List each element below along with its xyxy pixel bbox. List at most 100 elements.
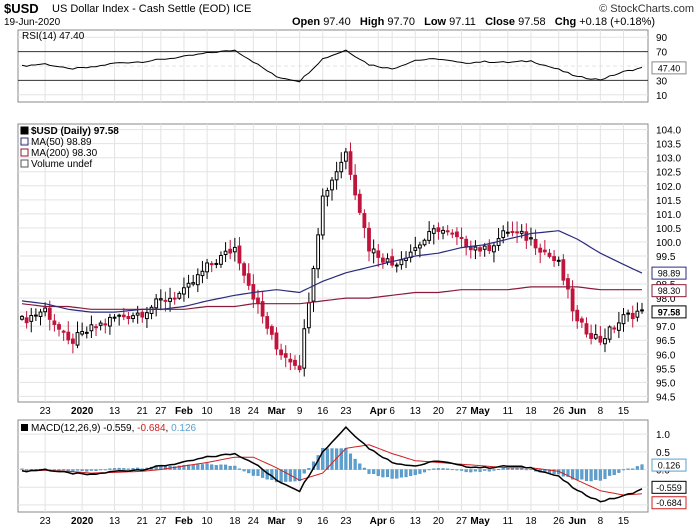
macd-histogram-tag: 0.126 xyxy=(658,461,681,471)
candle-down xyxy=(279,349,284,356)
macd-histogram-bar xyxy=(612,469,616,475)
macd-histogram-bar xyxy=(524,469,528,471)
macd-legend-label: MACD(12,26,9) -0.559, -0.684, 0.126 xyxy=(31,423,197,434)
candle-down xyxy=(436,227,441,232)
x-tick-label: 13 xyxy=(109,406,121,417)
rsi-tick-label: 30 xyxy=(656,76,668,87)
candle-up xyxy=(501,230,506,238)
ma50-line xyxy=(21,230,643,313)
close-label: Close xyxy=(485,16,516,28)
x-tick-label: 9 xyxy=(297,516,303,527)
chart-date: 19-Jun-2020 xyxy=(4,17,61,28)
x-tick-label: 6 xyxy=(389,516,395,527)
x-tick-label: 24 xyxy=(248,516,260,527)
x-tick-label: 6 xyxy=(389,406,395,417)
x-tick-label: Jun xyxy=(568,516,586,527)
candle-up xyxy=(117,314,122,317)
macd-histogram-bar xyxy=(608,469,612,476)
macd-histogram-bar xyxy=(418,469,422,474)
candle-up xyxy=(482,245,487,250)
x-tick-label: Jun xyxy=(568,406,586,417)
x-tick-label: 21 xyxy=(137,406,149,417)
rsi-tick-label: 70 xyxy=(656,48,668,59)
candle-down xyxy=(353,174,358,196)
brand-watermark[interactable]: © StockCharts.com xyxy=(599,3,694,15)
rsi-tick-label: 10 xyxy=(656,91,668,102)
candle-down xyxy=(357,193,362,213)
price-tick-label: 102.5 xyxy=(656,168,681,179)
macd-histogram-bar xyxy=(436,468,440,470)
candle-up xyxy=(330,179,334,191)
close-value: 97.58 xyxy=(518,16,546,28)
macd-histogram-bar xyxy=(20,468,24,470)
macd-legend-part: MACD(12,26,9) xyxy=(31,423,103,434)
candle-down xyxy=(103,323,108,326)
candle-up xyxy=(195,274,200,286)
candle-up xyxy=(325,190,330,197)
candle-down xyxy=(510,231,515,234)
macd-histogram-bar xyxy=(256,469,260,476)
candle-up xyxy=(214,262,219,265)
candle-up xyxy=(177,292,182,299)
price-legend-volume: Volume undef xyxy=(31,159,92,170)
macd-histogram-tag-box xyxy=(651,458,687,472)
open-value: 97.40 xyxy=(323,16,351,28)
candle-down xyxy=(575,309,580,322)
macd-signal-line xyxy=(21,444,643,496)
macd-histogram-bar xyxy=(390,469,394,479)
candle-down xyxy=(566,278,570,290)
candle-up xyxy=(385,258,390,263)
rsi-current-tag: 47.40 xyxy=(658,63,681,73)
x-tick-label: 10 xyxy=(202,516,214,527)
macd-histogram-bar xyxy=(29,469,33,470)
macd-histogram-bar xyxy=(413,469,417,476)
candle-up xyxy=(306,302,311,329)
candle-down xyxy=(584,323,589,335)
ma200-tag: 98.30 xyxy=(658,286,681,296)
candle-up xyxy=(84,331,89,334)
macd-histogram-bar xyxy=(367,469,371,474)
candle-down xyxy=(459,236,464,239)
macd-histogram-bar xyxy=(196,464,200,470)
candle-down xyxy=(61,330,66,333)
candle-up xyxy=(603,338,607,345)
candle-down xyxy=(66,331,71,341)
macd-histogram-bar xyxy=(62,469,66,471)
x-tick-label: 8 xyxy=(598,406,604,417)
macd-histogram-bar xyxy=(99,469,103,471)
x-tick-label: 18 xyxy=(525,516,537,527)
candle-up xyxy=(33,314,38,317)
macd-histogram-bar xyxy=(446,468,450,470)
candle-up xyxy=(427,231,432,241)
x-tick-label: 11 xyxy=(503,406,514,417)
macd-histogram-bar xyxy=(177,465,181,470)
x-tick-label: 21 xyxy=(137,516,149,527)
macd-tick-label: 0.5 xyxy=(656,448,670,459)
price-tick-label: 97.0 xyxy=(656,322,676,333)
macd-histogram-bar xyxy=(210,464,214,470)
price-tick-label: 98.0 xyxy=(656,294,676,305)
candle-up xyxy=(441,229,445,234)
candle-up xyxy=(607,326,612,340)
macd-line-tag: -0.559 xyxy=(656,483,682,493)
macd-histogram-bar xyxy=(302,469,306,474)
candle-down xyxy=(538,247,543,253)
high-value: 97.70 xyxy=(387,16,415,28)
macd-histogram-bar xyxy=(515,467,519,470)
macd-histogram-bar xyxy=(381,469,385,478)
candle-up xyxy=(154,298,159,309)
macd-histogram-bar xyxy=(182,464,186,470)
candle-up xyxy=(168,297,172,302)
x-tick-label: 26 xyxy=(553,516,565,527)
macd-histogram-bar xyxy=(242,469,246,472)
candle-down xyxy=(246,273,251,286)
x-tick-label: 2020 xyxy=(71,516,94,527)
macd-histogram-bar xyxy=(57,469,61,471)
candle-down xyxy=(464,238,469,248)
description-text: US Dollar Index - Cash Settle (EOD) xyxy=(52,3,230,15)
macd-histogram-bar xyxy=(293,469,297,482)
candle-up xyxy=(593,334,598,339)
macd-histogram-bar xyxy=(469,469,473,473)
macd-histogram-bar xyxy=(427,469,431,471)
